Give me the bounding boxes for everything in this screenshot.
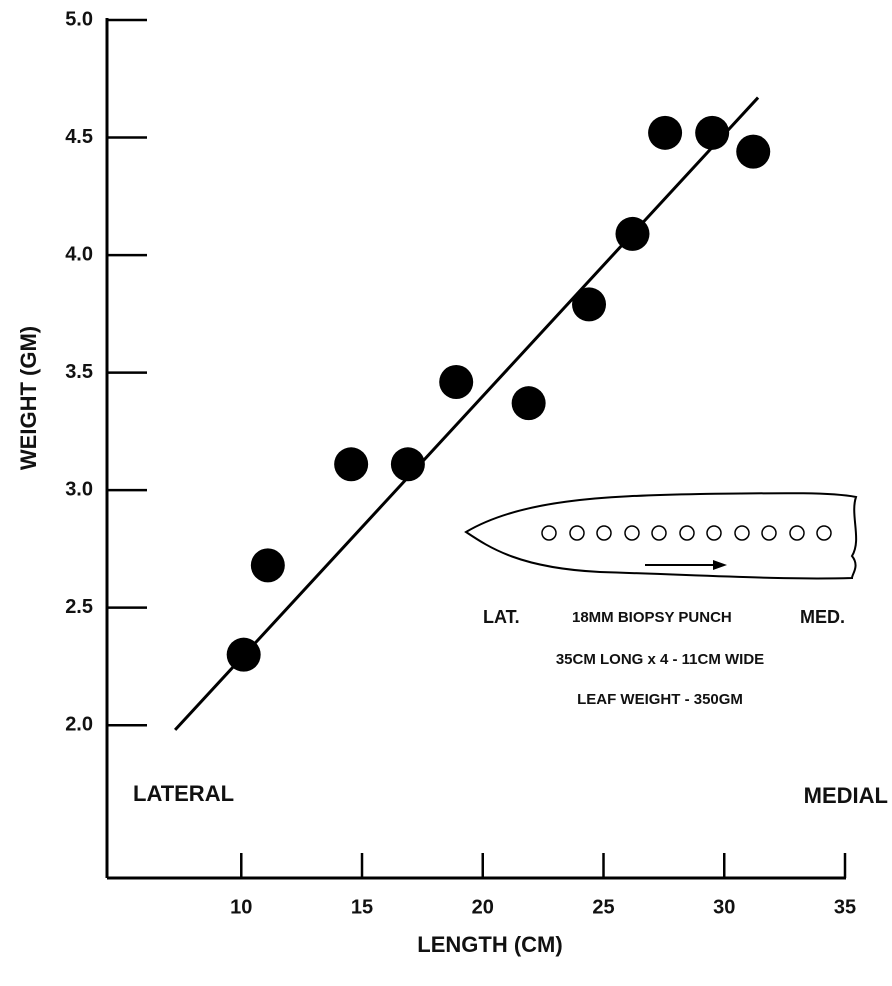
y-axis-label: WEIGHT (GM) [16,326,41,470]
annotation: MEDIAL [804,783,888,808]
data-point [511,386,546,421]
arrow-head [713,560,727,570]
x-tick-label: 20 [472,896,494,918]
x-tick-label: 25 [592,896,614,918]
y-tick-label: 3.0 [65,478,93,500]
data-point [250,548,285,583]
leaf-outline [464,492,858,580]
annotation: 18MM BIOPSY PUNCH [572,609,732,626]
y-tick-label: 3.5 [65,361,93,383]
leaf-diagram [464,492,858,580]
data-point [572,287,607,322]
annotation: LAT. [483,607,520,627]
data-point [695,115,730,150]
annotation: LATERAL [133,781,234,806]
y-tick-label: 2.5 [65,596,93,618]
annotation: LEAF WEIGHT - 350GM [577,691,743,708]
fit-line [173,96,760,731]
data-point [439,365,474,400]
y-tick-label: 4.5 [65,126,93,148]
data-point [648,115,683,150]
annotation: 35CM LONG x 4 - 11CM WIDE [556,651,764,668]
x-tick-label: 10 [230,896,252,918]
x-tick-label: 30 [713,896,735,918]
x-tick-label: 15 [351,896,373,918]
y-tick-label: 4.0 [65,243,93,265]
y-tick-label: 5.0 [65,8,93,30]
data-point [226,637,261,672]
y-tick-label: 2.0 [65,713,93,735]
punch-holes [541,525,832,541]
x-tick-label: 35 [834,896,856,918]
annotation: MED. [800,607,845,627]
data-point [615,216,650,251]
data-point [390,447,425,482]
x-axis-label: LENGTH (CM) [417,932,562,957]
data-point [736,134,771,169]
data-point [334,447,369,482]
